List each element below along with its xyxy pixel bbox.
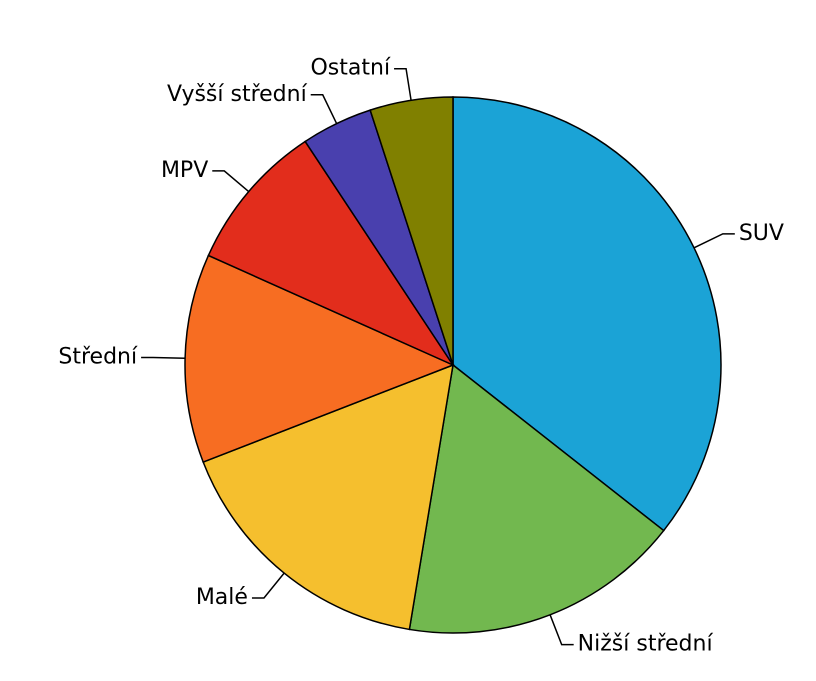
slice-label: Střední: [58, 344, 138, 369]
slice-label: MPV: [161, 158, 208, 183]
slice-label: SUV: [739, 221, 784, 246]
slice-label: Vyšší střední: [167, 82, 308, 107]
slice-label: Ostatní: [310, 56, 390, 81]
leader-line: [310, 94, 338, 124]
pie-slice: [452, 96, 722, 532]
leader-line: [212, 170, 250, 193]
leader-line: [693, 233, 735, 249]
pie-slice: [202, 363, 454, 631]
leader-line: [394, 67, 412, 101]
leader-line: [251, 572, 285, 599]
slice-label: Nižší střední: [578, 632, 714, 657]
leader-line: [141, 356, 186, 360]
slice-label: Malé: [196, 585, 248, 610]
pie-slice: [408, 363, 665, 634]
pie-slice: [207, 140, 456, 367]
pie-slice: [184, 254, 455, 464]
pie-slice: [369, 96, 454, 366]
leader-line: [549, 614, 574, 646]
